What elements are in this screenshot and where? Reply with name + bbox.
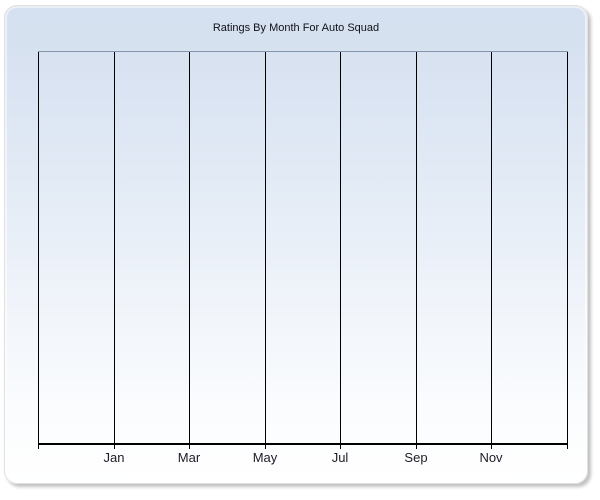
x-axis-label: Nov xyxy=(479,450,503,465)
plot-area xyxy=(38,51,568,445)
vertical-gridline xyxy=(265,52,266,443)
x-axis-labels: Jan Mar May Jul Sep Nov xyxy=(38,450,568,466)
x-axis-tick xyxy=(567,444,568,449)
vertical-gridline xyxy=(567,52,568,443)
vertical-gridline xyxy=(114,52,115,443)
vertical-gridline xyxy=(38,52,39,443)
x-axis-label: Jan xyxy=(103,450,125,465)
x-axis-tick xyxy=(114,444,115,449)
x-axis-label: Mar xyxy=(177,450,201,465)
vertical-gridline xyxy=(491,52,492,443)
x-axis-label: May xyxy=(252,450,278,465)
x-axis-tick xyxy=(265,444,266,449)
x-axis-tick xyxy=(189,444,190,449)
x-axis-label: Jul xyxy=(331,450,349,465)
chart-title: Ratings By Month For Auto Squad xyxy=(212,22,380,34)
vertical-gridline xyxy=(416,52,417,443)
vertical-gridline xyxy=(340,52,341,443)
x-axis-label: Sep xyxy=(404,450,428,465)
vertical-gridline xyxy=(189,52,190,443)
x-axis-tick xyxy=(340,444,341,449)
x-axis-tick xyxy=(491,444,492,449)
x-axis-tick xyxy=(416,444,417,449)
chart-panel: Ratings By Month For Auto Squad Jan Mar Ma… xyxy=(4,5,588,484)
x-axis-ticks xyxy=(38,444,568,449)
x-axis-tick xyxy=(38,444,39,449)
